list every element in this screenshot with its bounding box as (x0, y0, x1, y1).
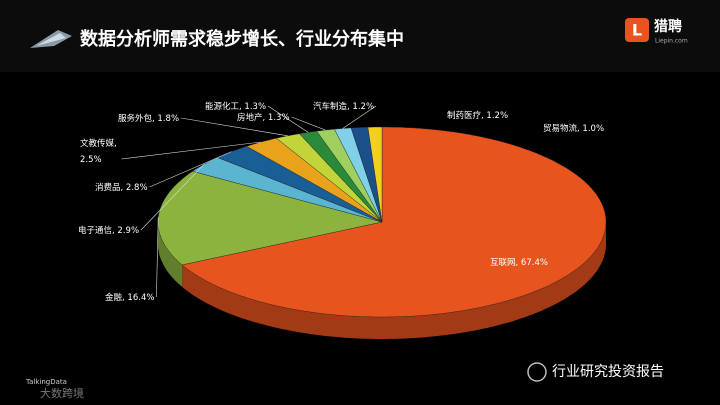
data-label-value: 2.5% (80, 155, 102, 165)
logo-sub: Liepin.com (655, 38, 688, 45)
data-label-category: 电子通信 (78, 225, 113, 236)
data-label-value: 2.9% (117, 226, 139, 236)
data-label: 电子通信, 2.9% (78, 225, 139, 236)
leader-line (180, 117, 288, 137)
data-label-value: 1.2% (352, 102, 374, 112)
data-label-separator: , (122, 293, 127, 303)
data-label-value: 2.8% (126, 183, 148, 193)
data-label-value: 1.3% (268, 113, 290, 123)
data-labels: 互联网, 67.4% 金融, 16.4% 电子通信, 2.9% 消费品, 2.8% 文教… (78, 101, 604, 303)
data-label: 房地产, 1.3% (237, 112, 290, 123)
data-label-category: 消费品 (95, 182, 121, 193)
brand: 大数跨境 (40, 386, 84, 400)
data-label-separator: , (577, 124, 582, 134)
data-label-category: 房地产 (237, 112, 263, 123)
header-icon-highlight (36, 33, 66, 46)
data-label-separator: , (152, 114, 157, 124)
slice (181, 126, 607, 318)
header-band (0, 0, 720, 72)
data-label: 金融, 16.4% (105, 292, 154, 303)
slice-side (182, 222, 606, 339)
data-label: 制药医疗, 1.2% (447, 110, 508, 121)
data-label-category: 能源化工 (205, 101, 240, 112)
slice (367, 126, 383, 223)
leader-line (267, 105, 309, 133)
data-label: 消费品, 2.8% (95, 182, 148, 193)
data-label-category: 文教传媒 (80, 138, 115, 149)
source: TalkingData (25, 378, 67, 386)
leader-line (291, 116, 326, 131)
leader-line (156, 217, 159, 298)
leader-line (140, 163, 205, 231)
watermark: 行业研究投资报告 (552, 364, 664, 380)
logo-letter: L (632, 21, 642, 40)
logo-text: 猎聘 (654, 18, 682, 35)
wechat-icon (527, 362, 547, 382)
data-label-separator: , (112, 226, 117, 236)
data-label-category: 贸易物流 (543, 123, 578, 134)
data-label: 贸易物流, 1.0% (543, 123, 604, 134)
leader-line (149, 151, 232, 188)
data-label-value: 67.4% (521, 258, 548, 268)
pie (157, 126, 607, 339)
data-label: 能源化工, 1.3% (205, 101, 266, 112)
data-label-separator: , (347, 102, 352, 112)
data-label-separator: , (114, 139, 119, 149)
data-label: 服务外包, 1.8% (118, 113, 179, 124)
data-label: 文教传媒, 2.5% (80, 138, 119, 165)
slice-side (158, 222, 183, 287)
data-label-separator: , (121, 183, 126, 193)
logo-mark (625, 18, 649, 42)
data-label-separator: , (263, 113, 268, 123)
data-label: 汽车制造, 1.2% (313, 101, 374, 112)
data-label-separator: , (516, 258, 521, 268)
data-label-category: 互联网 (490, 258, 516, 268)
leader-line (342, 105, 377, 129)
data-label-value: 1.8% (157, 114, 179, 124)
data-label-separator: , (481, 111, 486, 121)
leader-line (121, 141, 262, 160)
data-label-category: 服务外包 (118, 113, 153, 124)
data-label-value: 1.3% (244, 102, 266, 112)
data-label-category: 汽车制造 (313, 101, 348, 112)
data-label-value: 1.2% (486, 111, 508, 121)
chart-title: 数据分析师需求稳步增长、行业分布集中 (80, 28, 404, 50)
data-label-value: 16.4% (127, 293, 154, 303)
data-label: 互联网, 67.4% (490, 258, 548, 268)
data-label-separator: , (239, 102, 244, 112)
data-label-category: 制药医疗 (447, 110, 482, 121)
data-label-value: 1.0% (582, 124, 604, 134)
data-label-category: 金融 (105, 292, 123, 303)
